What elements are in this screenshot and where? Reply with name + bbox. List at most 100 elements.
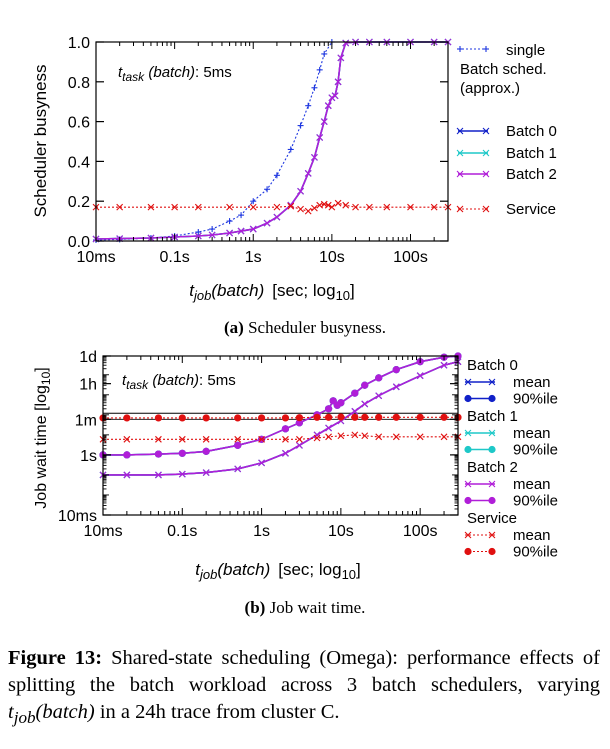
data-point <box>365 203 373 211</box>
data-point <box>154 450 163 458</box>
panel-a-busyness: 10ms 0.1s 1s 10s 100s 0.0 0.2 0.4 0.6 0.8 1.0 ttas… <box>31 35 557 337</box>
panel-a-annotation: ttask (batch): 5ms <box>118 64 232 84</box>
data-point <box>263 219 271 227</box>
data-point <box>324 413 333 421</box>
legend-label: 90%ile <box>513 391 558 408</box>
data-point <box>361 432 369 440</box>
data-point <box>250 198 257 205</box>
y-tick-label: 0.0 <box>68 234 90 251</box>
panel-a-y-axis-label: Scheduler busyness <box>31 64 50 217</box>
legend-marker <box>488 378 496 386</box>
legend-marker <box>456 170 464 178</box>
legend-label: 90%ile <box>513 493 558 510</box>
data-point <box>194 203 202 211</box>
data-point <box>178 449 186 457</box>
data-point <box>440 361 448 369</box>
data-point <box>304 169 312 177</box>
data-point <box>202 435 210 443</box>
series-batch-2-90-ile <box>99 352 462 459</box>
x-tick-label: 100s <box>403 523 438 540</box>
data-point <box>316 66 323 73</box>
panel-b-annotation: ttask (batch): 5ms <box>122 372 236 392</box>
data-point <box>440 413 448 421</box>
data-point <box>154 414 163 422</box>
y-tick-label: 1s <box>80 448 97 465</box>
data-point <box>234 441 242 449</box>
figure-caption-label: Figure 13: <box>8 647 103 669</box>
series-line <box>95 41 333 241</box>
data-point <box>281 414 290 422</box>
legend-entry-batch-1: Batch 1 <box>456 145 557 162</box>
legend-label: Batch 2 <box>506 166 557 183</box>
legend-label: mean <box>513 476 551 493</box>
data-point <box>334 78 342 86</box>
data-point <box>311 84 318 91</box>
legend-entry-batch-0: Batch 0 <box>456 123 557 140</box>
legend-marker <box>482 127 490 135</box>
panel-a-x-axis-label: tjob(batch) [sec; log10] <box>189 281 355 303</box>
data-point <box>351 413 359 421</box>
data-point <box>155 471 162 479</box>
data-point <box>416 433 424 441</box>
data-point <box>237 227 245 235</box>
data-point <box>311 154 318 161</box>
x-tick-label: 1s <box>245 249 262 266</box>
data-point <box>361 413 369 421</box>
legend-label: Service <box>506 201 556 218</box>
data-point <box>287 146 294 153</box>
y-tick-label: 0.2 <box>68 194 90 211</box>
figure-caption: Figure 13: Shared-state scheduling (Omeg… <box>8 645 600 731</box>
data-point <box>123 435 131 443</box>
data-point <box>328 203 336 211</box>
data-point <box>296 441 303 449</box>
data-point <box>238 212 245 219</box>
data-point <box>304 207 312 215</box>
legend-marker <box>482 170 490 178</box>
legend-marker <box>464 531 472 539</box>
data-point <box>147 203 155 211</box>
x-tick-label: 10s <box>328 523 354 540</box>
legend-marker <box>488 496 496 505</box>
series-service-mean <box>99 431 462 443</box>
legend-marker <box>456 149 464 157</box>
data-point <box>209 226 216 233</box>
series-batch-0-90-ile <box>99 352 462 459</box>
data-point <box>171 203 179 211</box>
data-point <box>226 203 233 211</box>
data-point <box>297 122 304 129</box>
panel-a-series <box>92 38 452 244</box>
data-point <box>440 433 448 441</box>
panel-a-frame <box>95 41 449 242</box>
data-point <box>311 204 318 212</box>
data-point <box>287 202 295 210</box>
panel-a-legend: single Batch sched. (approx.) Batch 0 Batch … <box>456 42 557 218</box>
data-point <box>234 465 242 473</box>
data-point <box>123 414 131 422</box>
y-tick-label: 1h <box>79 377 97 394</box>
data-point <box>116 203 124 211</box>
figure-caption-sub: job <box>13 708 36 728</box>
panel-a-tick-labels: 10ms 0.1s 1s 10s 100s 0.0 0.2 0.4 0.6 0.8 1.0 <box>68 35 428 266</box>
legend-marker <box>457 46 463 52</box>
data-point <box>305 102 312 109</box>
panel-a-subcaption: (a) Scheduler busyness. <box>224 318 386 337</box>
data-point <box>375 433 383 441</box>
data-point <box>324 102 332 110</box>
legend-label: mean <box>513 425 551 442</box>
data-point <box>316 134 324 141</box>
figure-caption-t: t <box>8 701 14 723</box>
data-point <box>375 374 383 382</box>
legend-entry-service: Service <box>456 201 556 218</box>
legend-label: mean <box>513 374 551 391</box>
legend-marker <box>488 445 496 454</box>
panel-b-series <box>99 352 462 479</box>
data-point <box>320 200 328 208</box>
data-point <box>281 425 290 433</box>
legend-marker <box>488 531 496 539</box>
data-point <box>258 459 265 467</box>
panel-a-ticks <box>95 41 449 242</box>
data-point <box>249 225 257 233</box>
data-point <box>416 413 424 421</box>
data-point <box>313 434 321 442</box>
